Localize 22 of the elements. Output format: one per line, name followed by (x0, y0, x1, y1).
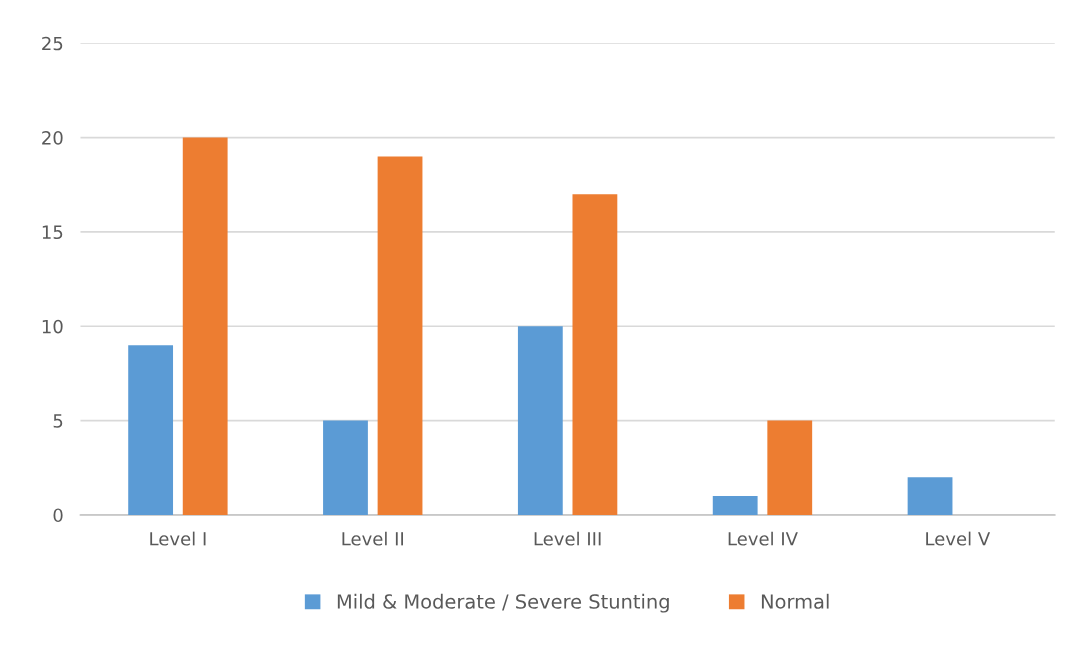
x-tick-label: Level III (534, 531, 601, 546)
bar (767, 420, 813, 515)
y-tick-label: 20 (42, 131, 63, 145)
legend-label: Mild & Moderate / Severe Stunting (337, 593, 669, 613)
bar (572, 194, 618, 515)
x-tick-label: Level II (342, 531, 404, 546)
y-tick-label: 15 (42, 225, 63, 240)
x-tick-label: Level V (926, 531, 991, 546)
y-tick-label: 25 (42, 36, 63, 51)
x-tick-label: Level I (150, 531, 206, 546)
y-tick-label: 0 (53, 508, 63, 523)
bar (128, 345, 174, 515)
bar (712, 496, 758, 515)
bar (907, 477, 953, 515)
bar (517, 326, 563, 515)
y-tick-label: 10 (42, 319, 63, 334)
bar (182, 137, 228, 515)
x-tick-label: Level IV (728, 531, 798, 546)
bar (377, 156, 423, 515)
bar (323, 420, 368, 515)
y-tick-label: 5 (53, 414, 63, 428)
legend-label: Normal (761, 593, 829, 609)
